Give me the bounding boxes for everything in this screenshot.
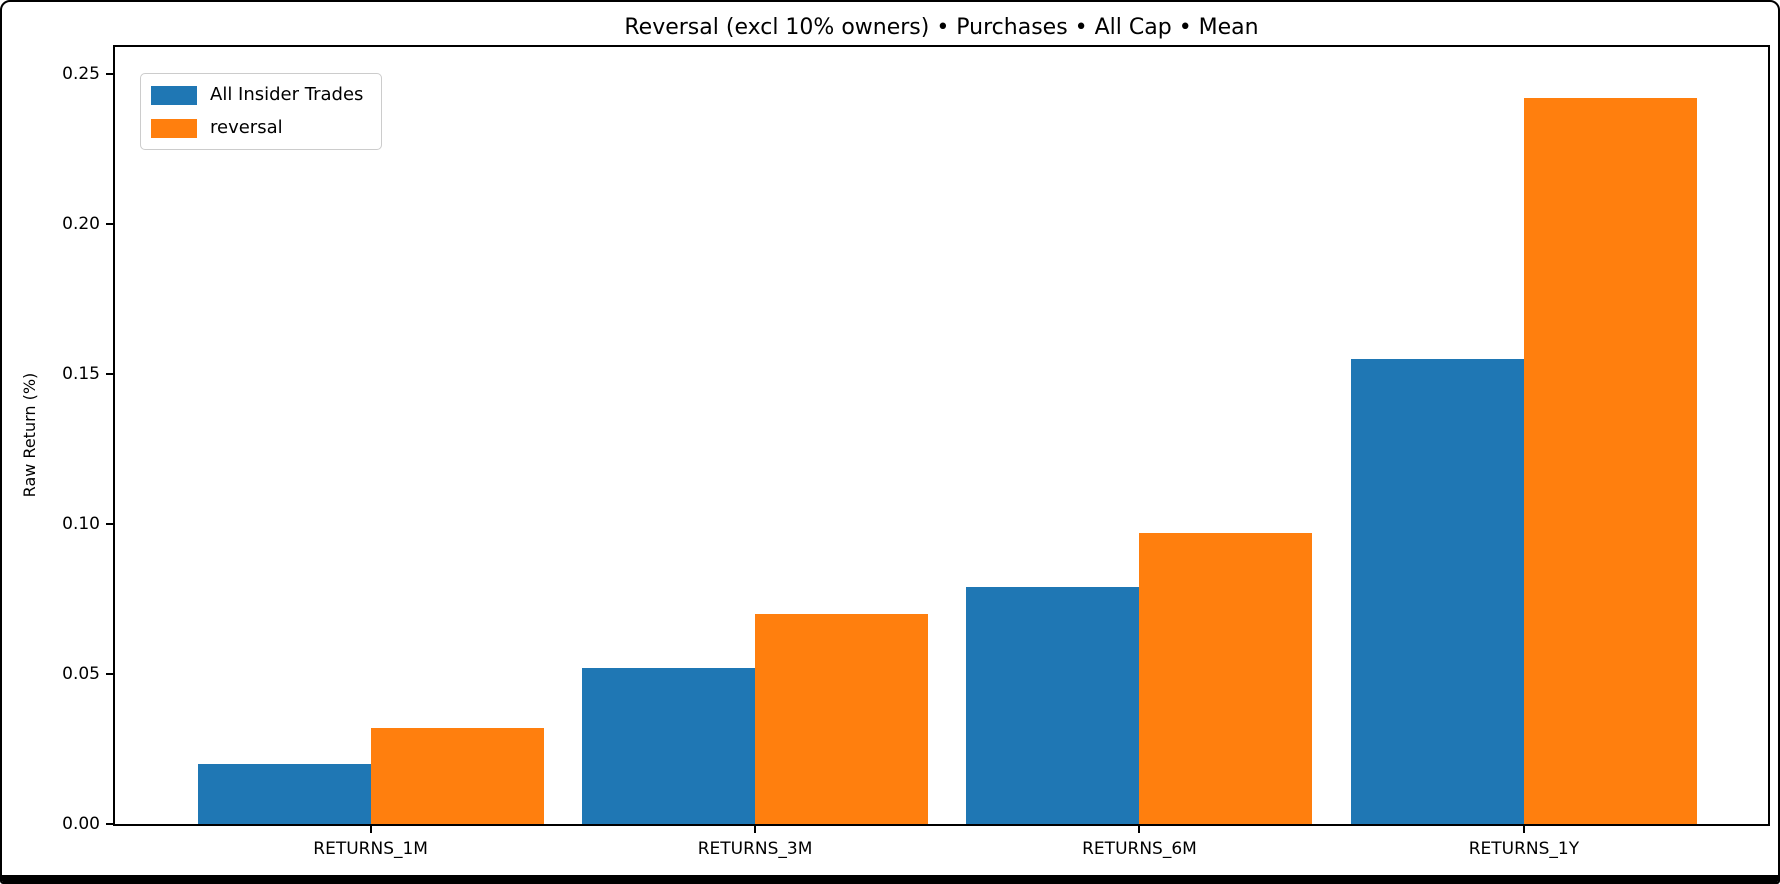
- y-tick-mark: [106, 223, 114, 225]
- legend-swatch-reversal-icon: [151, 118, 197, 138]
- x-tick-mark: [1138, 826, 1141, 833]
- legend-label-reversal: reversal: [210, 117, 283, 138]
- y-tick-label: 0.25: [62, 64, 100, 84]
- y-tick-label: 0.05: [62, 664, 100, 684]
- y-tick-mark: [106, 523, 114, 525]
- bar-reversal-returns_6m: [1139, 533, 1313, 824]
- x-tick-label: RETURNS_3M: [697, 839, 813, 859]
- y-tick-mark: [106, 823, 114, 825]
- bar-all-insider-trades-returns_1m: [197, 764, 371, 824]
- y-axis-label: Raw Return (%): [20, 372, 39, 498]
- x-tick-mark: [754, 826, 757, 833]
- y-tick-label: 0.10: [62, 514, 100, 534]
- x-tick-mark: [1522, 826, 1525, 833]
- legend-label-all-insider-trades: All Insider Trades: [210, 84, 364, 105]
- legend-entry-reversal: reversal: [151, 116, 363, 140]
- bar-all-insider-trades-returns_3m: [582, 668, 756, 824]
- bars-layer: [115, 47, 1768, 824]
- y-tick-mark: [106, 373, 114, 375]
- y-tick-label: 0.00: [62, 814, 100, 834]
- y-tick-mark: [106, 73, 114, 75]
- legend: All Insider Trades reversal: [140, 73, 383, 150]
- y-tick-mark: [106, 673, 114, 675]
- x-tick-label: RETURNS_1Y: [1468, 839, 1580, 859]
- window-bottom-edge: [2, 875, 1778, 882]
- y-tick-label: 0.15: [62, 364, 100, 384]
- bar-reversal-returns_3m: [755, 614, 929, 824]
- x-tick-label: RETURNS_1M: [313, 839, 428, 859]
- y-tick-label: 0.20: [62, 214, 100, 234]
- plot-area: All Insider Trades reversal: [113, 45, 1770, 826]
- x-tick-mark: [369, 826, 372, 833]
- chart-title: Reversal (excl 10% owners) • Purchases •…: [624, 15, 1259, 40]
- bar-reversal-returns_1y: [1523, 98, 1697, 824]
- x-tick-label: RETURNS_6M: [1082, 839, 1197, 859]
- bar-all-insider-trades-returns_1y: [1350, 359, 1524, 824]
- bar-reversal-returns_1m: [370, 728, 544, 824]
- legend-entry-all-insider-trades: All Insider Trades: [151, 83, 363, 107]
- legend-swatch-all-insider-trades-icon: [151, 85, 197, 105]
- bar-all-insider-trades-returns_6m: [966, 587, 1140, 824]
